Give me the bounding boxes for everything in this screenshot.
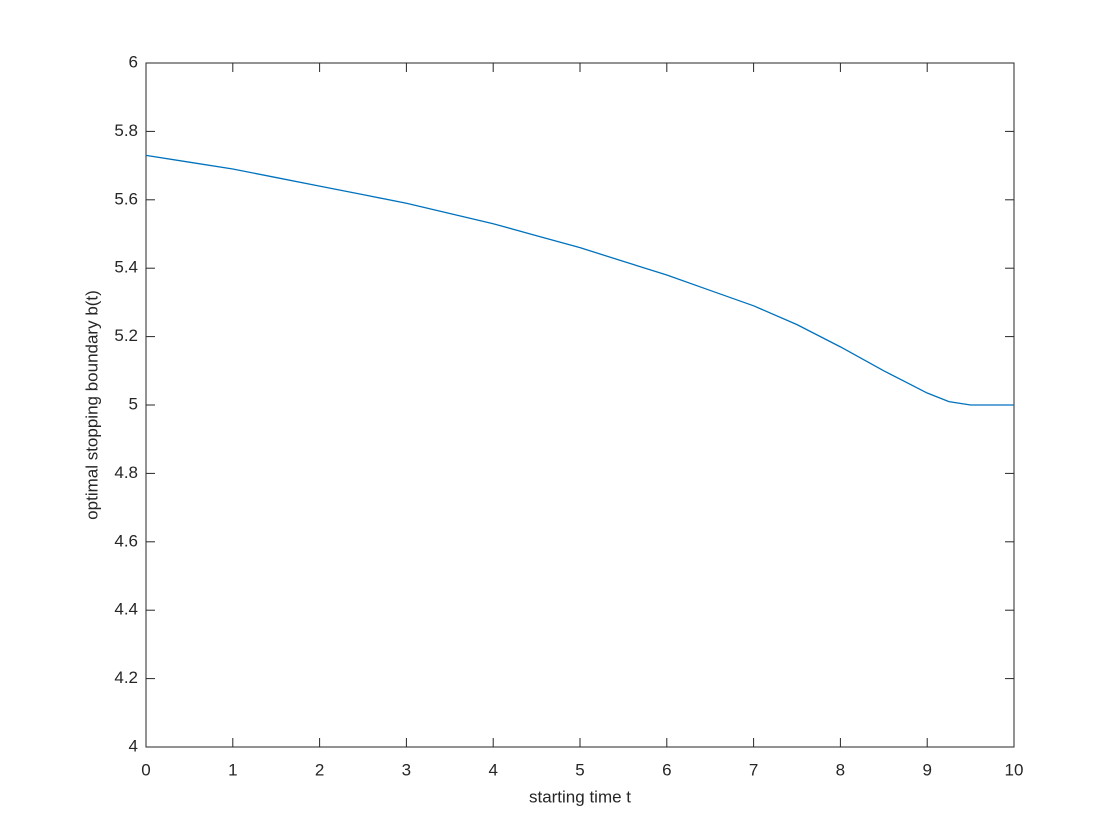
- data-line: [145, 154, 1014, 406]
- x-tick-label: 0: [141, 760, 150, 779]
- y-tick-label: 5.2: [114, 326, 138, 345]
- y-axis-label: optimal stopping boundary b(t): [82, 290, 101, 520]
- x-axis-label: starting time t: [529, 787, 631, 806]
- x-tick-label: 5: [575, 760, 584, 779]
- y-tick-label: 4: [129, 736, 138, 755]
- x-tick-label: 10: [1005, 760, 1024, 779]
- y-tick-label: 4.6: [114, 531, 138, 550]
- x-tick-label: 1: [228, 760, 237, 779]
- x-tick-label: 6: [662, 760, 671, 779]
- y-tick-label: 5.4: [114, 258, 138, 277]
- y-tick-label: 5.6: [114, 189, 138, 208]
- x-tick-label: 8: [836, 760, 845, 779]
- y-tick-label: 4.2: [114, 668, 138, 687]
- y-tick-label: 5: [129, 394, 138, 413]
- y-tick-label: 4.8: [114, 463, 138, 482]
- x-tick-label: 9: [922, 760, 931, 779]
- x-tick-label: 4: [488, 760, 497, 779]
- x-tick-label: 2: [315, 760, 324, 779]
- y-tick-label: 4.4: [114, 600, 138, 619]
- x-tick-label: 3: [402, 760, 411, 779]
- x-tick-label: 7: [749, 760, 758, 779]
- y-tick-label: 6: [129, 52, 138, 71]
- y-tick-label: 5.8: [114, 121, 138, 140]
